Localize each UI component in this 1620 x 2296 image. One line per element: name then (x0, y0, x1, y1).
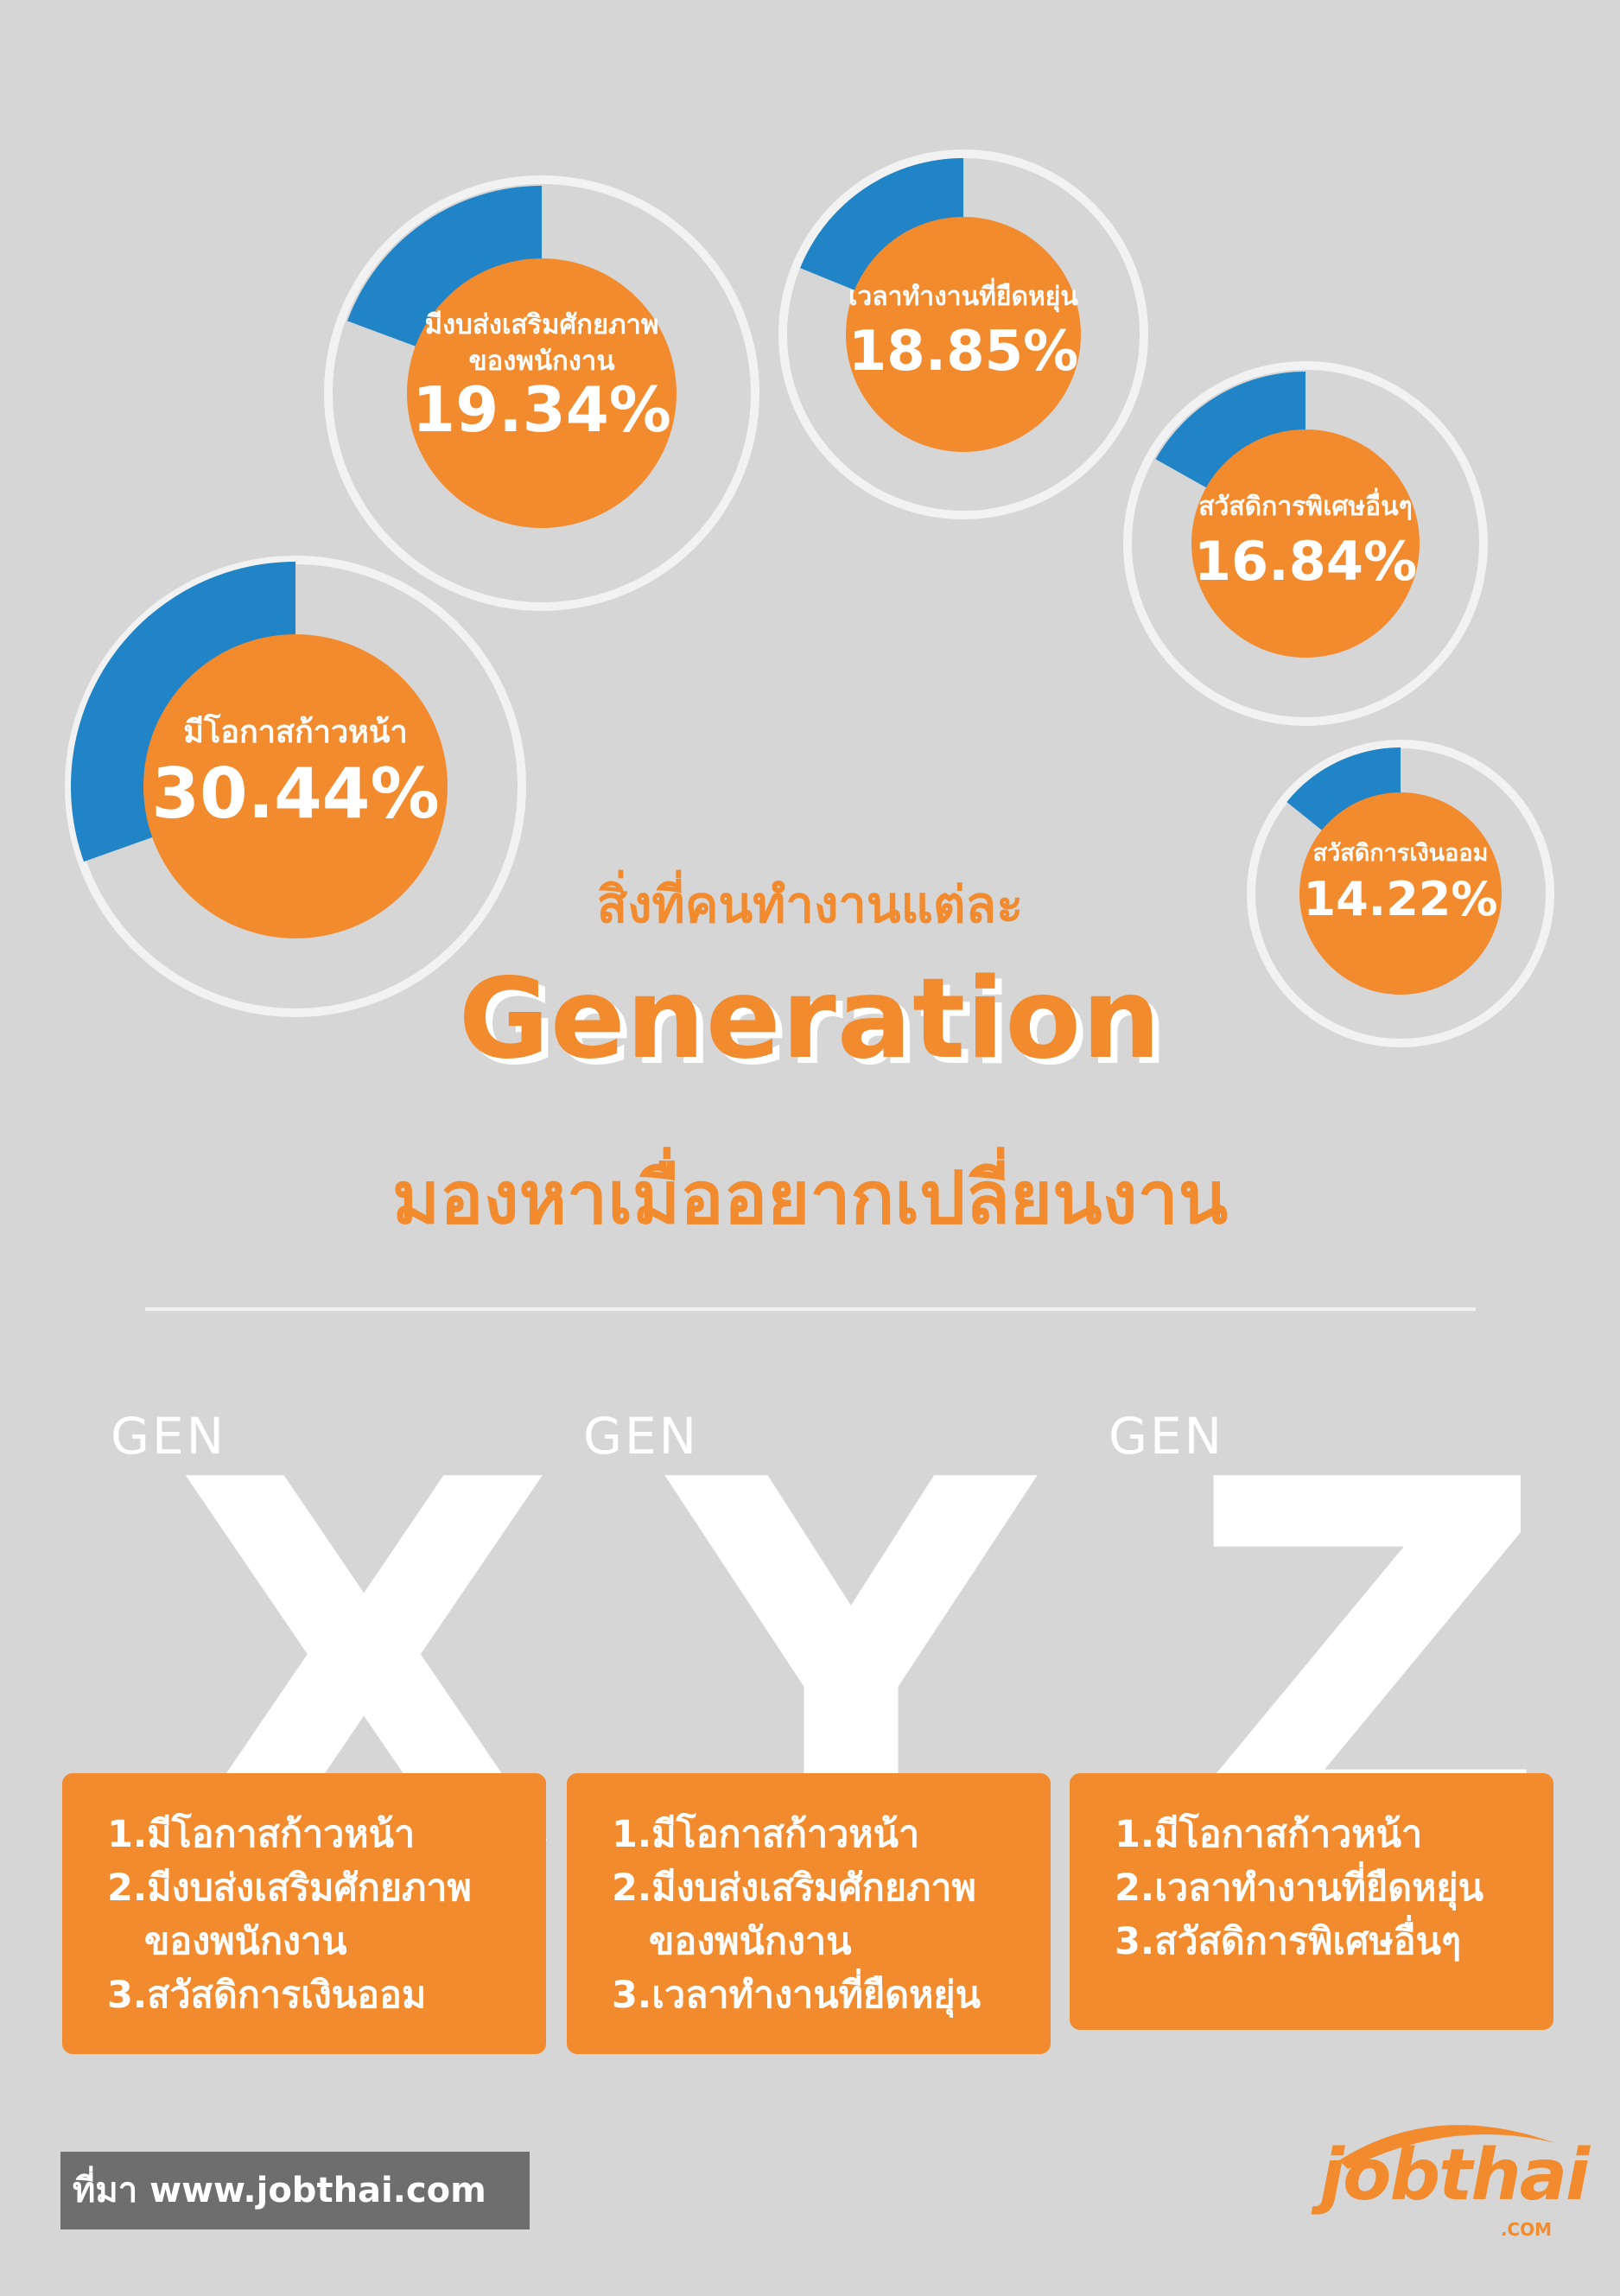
donut-outer-ring (65, 556, 526, 1017)
gen-z-box: 1.มีโอกาสก้าวหน้า 2.เวลาทำงานที่ยืดหยุ่น… (1070, 1773, 1553, 2030)
donut-label: สวัสดิการพิเศษอื่นๆ (1198, 492, 1413, 522)
donut-center (846, 217, 1081, 452)
donut-growth: มีโอกาสก้าวหน้า 30.44% (62, 553, 529, 1020)
donut-development-budget: มีงบส่งเสริมศักยภาพ ของพนักงาน 19.34% (321, 173, 762, 614)
donut-outer-ring (778, 149, 1148, 519)
donut-label: สวัสดิการเงินออม (1312, 840, 1489, 867)
donut-savings-fund: สวัสดิการเงินออม 14.22% (1244, 737, 1557, 1050)
source-label: ที่มา www.jobthai.com (60, 2152, 530, 2229)
donut-value: 16.84% (1193, 530, 1418, 593)
donut-center (1299, 792, 1502, 995)
donut-center (407, 258, 677, 528)
gen-y-box: 1.มีโอกาสก้าวหน้า 2.มีงบส่งเสริมศักยภาพ … (567, 1773, 1051, 2054)
donut-flexible-hours: เวลาทำงานที่ยืดหยุ่น 18.85% (776, 147, 1151, 522)
donut-center (1191, 429, 1420, 658)
gen-y-item-3: 3.เวลาทำงานที่ยืดหยุ่น (612, 1974, 982, 2017)
gen-x-item-2: 2.มีงบส่งเสริมศักยภาพ (107, 1867, 472, 1910)
gen-z-item-3: 3.สวัสดิการพิเศษอื่นๆ (1115, 1920, 1462, 1963)
donut-flexible-hours-chart (778, 149, 1148, 519)
logo-swoosh-icon (1339, 2125, 1555, 2169)
donut-development-budget-chart (324, 175, 759, 611)
gen-x-prefix: GEN (111, 1407, 226, 1466)
headline-line3: มองหาเมื่ออยากเปลี่ยนงาน (391, 1155, 1229, 1240)
gen-x-box: 1.มีโอกาสก้าวหน้า 2.มีงบส่งเสริมศักยภาพ … (62, 1773, 546, 2054)
donut-outer-ring (324, 175, 759, 611)
section-divider (145, 1307, 1476, 1311)
gen-x-item-1: 1.มีโอกาสก้าวหน้า (107, 1813, 416, 1856)
gen-z-item-1: 1.มีโอกาสก้าวหน้า (1115, 1813, 1423, 1856)
gen-z-prefix: GEN (1109, 1407, 1224, 1466)
donut-value: 18.85% (848, 320, 1079, 384)
gen-z-item-2: 2.เวลาทำงานที่ยืดหยุ่น (1115, 1867, 1484, 1910)
gen-y-item-2: 2.มีงบส่งเสริมศักยภาพ (612, 1867, 976, 1910)
headline-line1: สิ่งที่คนทำงานแต่ละ (596, 875, 1024, 934)
gen-y-item-1: 1.มีโอกาสก้าวหน้า (612, 1813, 920, 1856)
donut-label: เวลาทำงานที่ยืดหยุ่น (848, 282, 1078, 312)
donut-savings-fund-chart (1247, 740, 1554, 1047)
gen-y-item-2-cont: ของพนักงาน (649, 1920, 852, 1963)
donut-center (143, 634, 448, 938)
headline-generation: Generation (458, 955, 1162, 1084)
logo-suffix: .COM (1500, 2219, 1552, 2240)
gen-x-item-3: 3.สวัสดิการเงินออม (107, 1974, 427, 2017)
donut-label: มีโอกาสก้าวหน้า (183, 715, 408, 750)
donut-growth-chart (65, 556, 526, 1017)
donut-label-line2: ของพนักงาน (468, 346, 615, 377)
donut-value: 14.22% (1303, 872, 1498, 926)
donut-label: มีงบส่งเสริมศักยภาพ (424, 309, 659, 340)
donut-outer-ring (1123, 361, 1488, 726)
donut-value: 30.44% (151, 754, 440, 834)
gen-y-prefix: GEN (583, 1407, 699, 1466)
donut-value: 19.34% (412, 373, 671, 446)
donut-special-benefits: สวัสดิการพิเศษอื่นๆ 16.84% (1121, 359, 1490, 728)
jobthai-logo: jobthai .COM (1313, 2108, 1590, 2255)
donut-outer-ring (1247, 740, 1554, 1047)
gen-x-item-2-cont: ของพนักงาน (144, 1920, 347, 1963)
logo-wordmark: jobthai (1320, 2134, 1590, 2216)
donut-special-benefits-chart (1123, 361, 1488, 726)
